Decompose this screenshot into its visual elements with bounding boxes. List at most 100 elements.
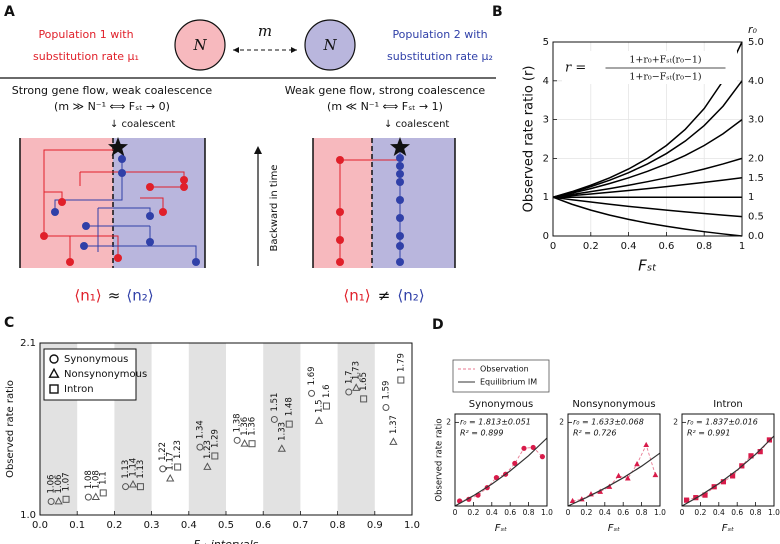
marker (62, 495, 70, 503)
marker (360, 395, 368, 403)
value-label: 1.73 (352, 361, 362, 380)
population-node (174, 19, 226, 71)
x-axis-label: Fₛₜ (722, 523, 734, 534)
x-axis-label: Fₛₜ intervals (194, 538, 259, 544)
chart-title: Intron (713, 399, 743, 410)
x-tick-label: 0.4 (486, 508, 498, 517)
x-tick-label: 0.6 (504, 508, 516, 517)
x-tick-label: 0.2 (467, 508, 479, 517)
x-tick-label: 0.9 (367, 520, 383, 531)
marker (322, 402, 330, 410)
marker (684, 497, 690, 503)
x-tick-label: 0.6 (617, 508, 629, 517)
value-label: 1.51 (270, 393, 280, 412)
marker (91, 492, 100, 501)
fit-annotation: r₀ = 1.633±0.068 (573, 418, 644, 427)
marker (203, 462, 212, 470)
value-label: 1.69 (307, 366, 317, 385)
legend-label: Equilibrium IM (480, 378, 537, 387)
curve (552, 177, 743, 198)
marker (48, 367, 60, 378)
marker (277, 444, 286, 452)
y-tick-label: 1.0 (20, 510, 36, 521)
series-label: 1 (748, 192, 754, 203)
series-label: 3.0 (748, 115, 764, 126)
value-label: 1.5 (315, 399, 325, 413)
node-label: N (322, 36, 337, 54)
value-label: 1.65 (359, 372, 369, 391)
curve (552, 196, 743, 218)
population-label: Population 2 with (392, 28, 487, 41)
series-label: 2.0 (748, 153, 764, 164)
series-label: 0.5 (748, 212, 764, 223)
x-tick-label: 0.4 (181, 520, 197, 531)
plot-frame (39, 342, 413, 516)
red-samples (336, 156, 344, 266)
result-term: ⟨n₂⟩ (126, 287, 153, 305)
value-label: 1.37 (389, 415, 399, 434)
population-region (113, 138, 205, 268)
y-tick-label: 4 (543, 76, 549, 87)
scenario-heading: (m ≪ N⁻¹ ⟺ Fₛₜ → 1) (327, 100, 443, 113)
marker (397, 376, 405, 384)
marker (539, 454, 546, 460)
marker (597, 488, 604, 494)
blue-samples (396, 154, 404, 266)
marker (314, 416, 324, 424)
value-label: 1.33 (277, 422, 287, 441)
x-tick-label: 0.8 (330, 520, 346, 531)
marker (530, 444, 536, 451)
result-term: ⟨n₁⟩ (74, 287, 101, 305)
observation-line (459, 446, 543, 502)
arrow-head (254, 146, 262, 154)
value-label: 1.06 (54, 475, 64, 494)
panel-label: A (4, 4, 15, 20)
result-term: ⟨n₂⟩ (397, 287, 424, 305)
x-tick-label: 0.2 (694, 508, 706, 517)
y-tick-label: 2 (559, 417, 564, 426)
marker (166, 473, 175, 482)
fit-annotation: r₀ = 1.813±0.051 (460, 418, 531, 427)
value-label: 1.07 (62, 472, 72, 491)
series-label: 1.5 (748, 173, 764, 184)
curve (552, 157, 743, 198)
x-tick-label: 0.5 (218, 520, 234, 531)
marker (352, 383, 361, 391)
shaded-band (263, 343, 301, 515)
marker (615, 472, 622, 478)
fit-annotation: R² = 0.899 (460, 429, 503, 438)
marker (643, 441, 650, 448)
value-label: 1.1 (99, 471, 109, 485)
fit-annotation: R² = 0.726 (573, 429, 616, 438)
x-tick-label: 0.8 (523, 508, 535, 517)
result-relation: ≠ (378, 287, 391, 305)
x-tick-label: 1.0 (541, 508, 553, 517)
marker (748, 453, 754, 459)
fit-annotation: r₀ = 1.837±0.016 (687, 418, 758, 427)
y-tick-label: 2 (543, 153, 549, 164)
plot-frame (454, 413, 548, 507)
coalescent-label: ↓ coalescent (384, 119, 449, 130)
value-label: 1.13 (136, 460, 146, 479)
panel-label: D (432, 317, 444, 333)
marker (54, 496, 63, 505)
fit-curve (681, 435, 775, 507)
series-label: 0.0 (748, 231, 764, 242)
x-axis-label: Fₛₜ (638, 257, 657, 275)
value-label: 1.17 (166, 452, 176, 471)
x-tick-label: 0.4 (621, 241, 637, 252)
marker (248, 440, 256, 448)
value-label: 1.08 (84, 470, 94, 489)
scenario-heading: Weak gene flow, strong coalescence (285, 84, 486, 97)
legend-label: Observation (480, 365, 529, 374)
shaded-band (337, 343, 375, 515)
population-region (20, 138, 113, 268)
x-tick-label: 1.0 (404, 520, 420, 531)
value-label: 1.14 (129, 458, 139, 477)
value-label: 1.13 (121, 460, 131, 479)
marker (136, 483, 144, 491)
series-label: 4.0 (748, 76, 764, 87)
series-label: 5.0 (748, 37, 764, 48)
